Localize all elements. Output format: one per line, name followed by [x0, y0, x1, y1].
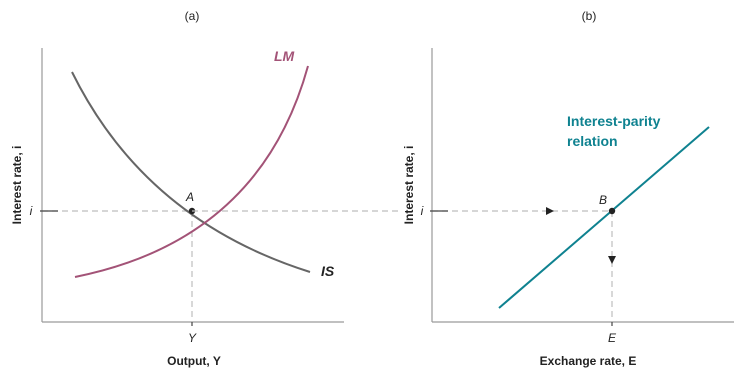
is-curve: [71, 71, 311, 273]
panel-a-i-tick-label: i: [30, 204, 33, 218]
right-arrow-icon: [546, 207, 554, 215]
panel-b-x-axis-title: Exchange rate, E: [540, 354, 637, 368]
interest-parity-label-line1: Interest-parity: [567, 113, 661, 129]
panel-b: (b) B Interest-parity relation i E Excha…: [192, 9, 734, 368]
panel-a-y-axis-title: Interest rate, i: [10, 146, 24, 225]
panel-a-tag: (a): [185, 9, 200, 23]
panel-b-i-tick-label: i: [421, 204, 424, 218]
lm-curve: [74, 65, 309, 278]
is-label: IS: [321, 263, 335, 279]
panel-a-y-tick-label: Y: [188, 331, 197, 345]
interest-parity-line: [498, 126, 710, 309]
lm-label: LM: [274, 48, 295, 64]
interest-parity-label-line2: relation: [567, 133, 618, 149]
down-arrow-icon: [608, 256, 616, 264]
panel-b-y-axis-title: Interest rate, i: [402, 146, 416, 225]
panel-a: (a) A LM IS i Y Output, Y Interest rate,…: [10, 9, 344, 368]
panel-b-e-tick-label: E: [608, 331, 617, 345]
panel-a-x-axis-title: Output, Y: [167, 354, 221, 368]
point-b-marker: [608, 207, 616, 215]
point-b-label: B: [599, 193, 607, 207]
panel-b-tag: (b): [582, 9, 597, 23]
point-a-label: A: [185, 190, 194, 204]
